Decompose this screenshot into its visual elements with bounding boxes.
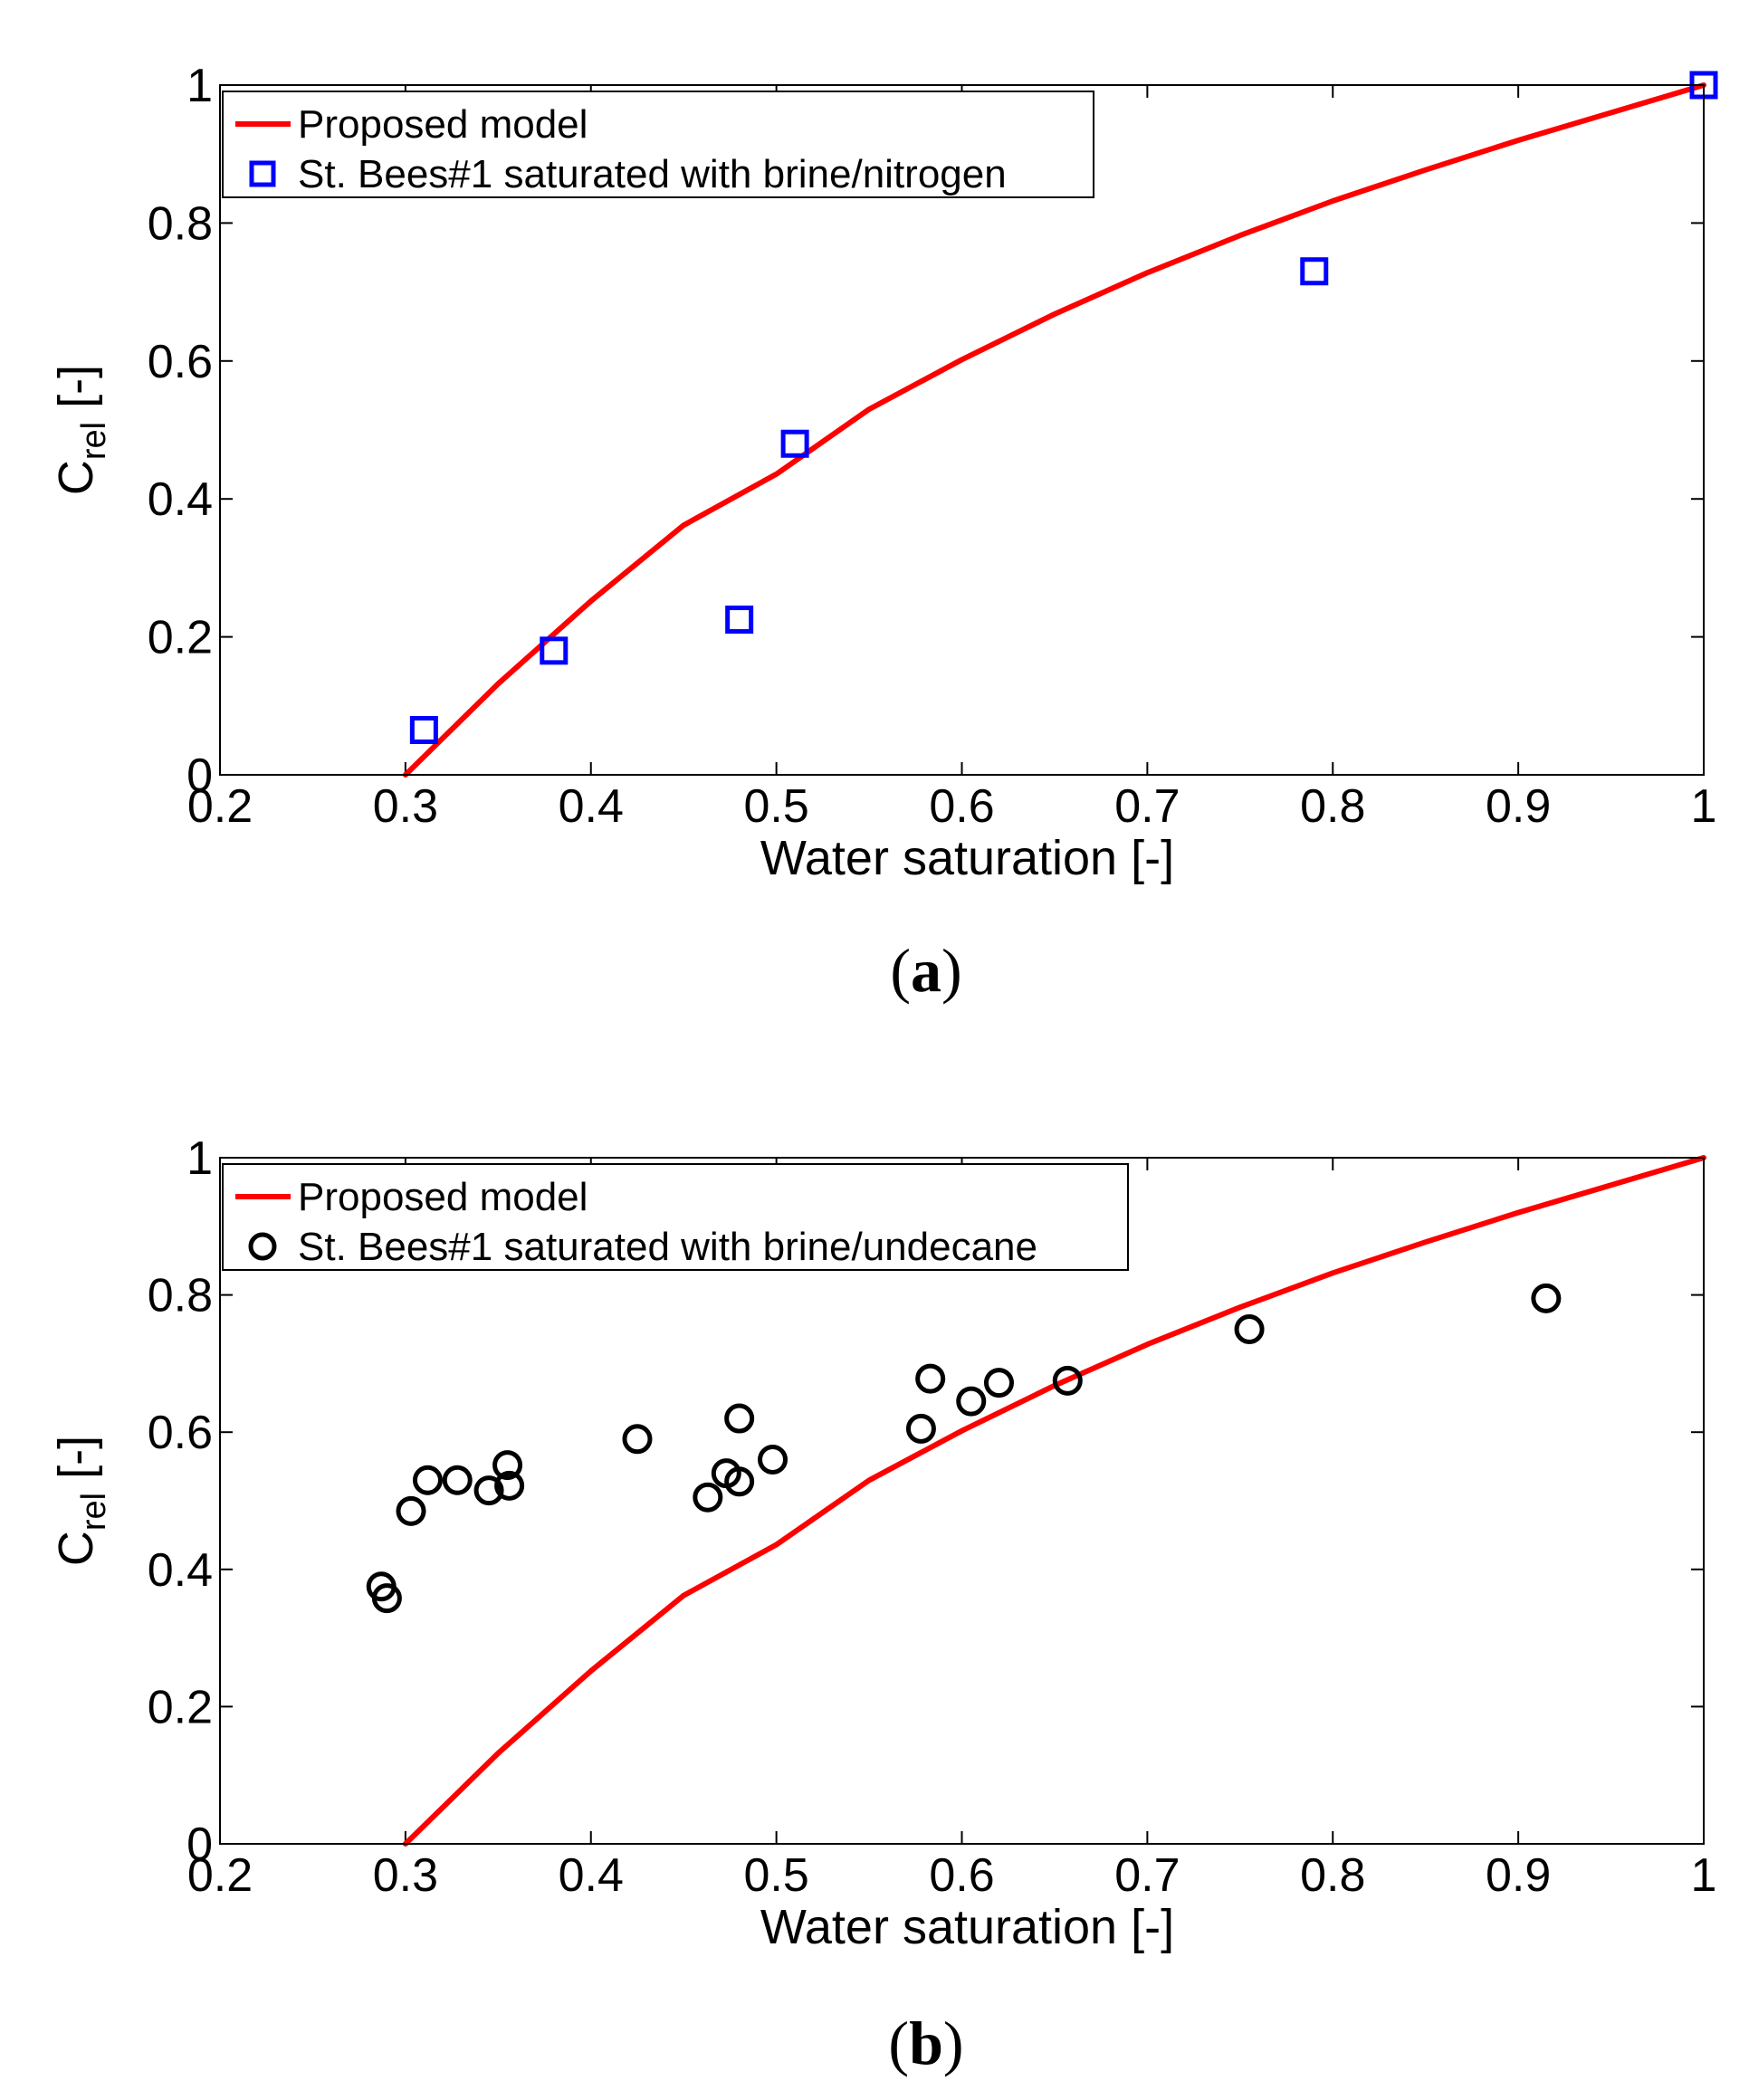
panel-b-y-tick-label-0: 0 <box>186 1818 213 1871</box>
panel-b-x-tick-label-6: 0.8 <box>1300 1849 1365 1902</box>
panel-b-data-point-15 <box>915 1363 946 1394</box>
panel-a-tag: (a) <box>890 936 961 1005</box>
panel-a-tag-letter: a <box>911 936 941 1005</box>
panel-b-y-tick-label-3: 0.6 <box>148 1407 213 1459</box>
panel-b-data-point-13 <box>758 1445 788 1475</box>
panel-a-data-point-3 <box>780 429 809 458</box>
panel-a-ticks: 0.2 0.3 0.4 0.5 0.6 0.7 0.8 0.9 100.20.40.60.81 <box>148 60 1717 833</box>
panel-a-legend-series-label: St. Bees#1 saturated with brine/nitrogen <box>298 152 1007 196</box>
panel-b-y-tick-label-5: 1 <box>186 1132 213 1185</box>
panel-a-x-tick-label-8: 1 <box>1691 780 1717 833</box>
panel-a-legend-box <box>222 91 1094 198</box>
panel-b-y-axis-label-suffix: [-] <box>49 1436 103 1493</box>
panel-a-legend-series-marker <box>249 160 276 187</box>
panel-a-x-tick-label-0: 0.2 <box>187 780 253 833</box>
panel-b-data-point-4 <box>442 1465 473 1495</box>
panel-b-tag-letter: b <box>909 2009 943 2077</box>
panel-a-y-tick-label-4: 0.8 <box>148 197 213 250</box>
panel-b-x-tick-label-8: 1 <box>1691 1849 1717 1902</box>
panel-a-x-tick-label-2: 0.4 <box>559 780 624 833</box>
panel-a-legend-marker-square <box>249 160 276 187</box>
panel-a-y-axis-label: Crel [-] <box>49 365 113 495</box>
panel-a-model-curve <box>402 82 1706 778</box>
panel-a-x-tick-label-5: 0.7 <box>1114 780 1180 833</box>
panel-b-y-tick-label-4: 0.8 <box>148 1270 213 1322</box>
panel-a-x-axis-label: Water saturation [-] <box>760 831 1174 885</box>
panel-b-y-axis-label-main: C <box>49 1531 103 1566</box>
panel-a-y-axis-label-sub: rel <box>75 422 113 460</box>
panel-a-y-tick-label-0: 0 <box>186 749 213 802</box>
panel-b-x-tick-label-4: 0.6 <box>929 1849 994 1902</box>
panel-a-data-point-4 <box>1300 257 1329 286</box>
panel-a-legend-model-label: Proposed model <box>298 102 588 147</box>
panel-a: 0.2 0.3 0.4 0.5 0.6 0.7 0.8 0.9 100.20.40.60.81 … <box>49 60 1718 1005</box>
panel-a-x-tick-label-7: 0.9 <box>1486 780 1551 833</box>
panel-b-data-point-12 <box>724 1403 755 1434</box>
panel-a-model <box>402 82 1706 778</box>
panel-a-y-axis-label-main: C <box>49 460 103 495</box>
panel-b-legend-model-label: Proposed model <box>298 1175 588 1219</box>
panel-a-y-axis-label-suffix: [-] <box>49 365 103 422</box>
panel-b: 0.2 0.3 0.4 0.5 0.6 0.7 0.8 0.9 100.20.40.60.81 … <box>49 1132 1716 2077</box>
panel-b-data-point-1 <box>371 1583 402 1614</box>
panel-b-x-tick-label-1: 0.3 <box>373 1849 438 1902</box>
panel-b-data-point-17 <box>983 1368 1014 1398</box>
panel-b-legend-marker-circle <box>248 1232 277 1261</box>
panel-b-tag: (b) <box>888 2009 963 2077</box>
panel-b-x-axis-label: Water saturation [-] <box>760 1900 1174 1954</box>
panel-b-data-point-5 <box>473 1475 504 1506</box>
panel-b-data-point-3 <box>412 1465 443 1495</box>
panel-b-x-tick-label-0: 0.2 <box>187 1849 253 1902</box>
panel-b-y-axis-label-sub: rel <box>75 1493 113 1531</box>
panel-b-x-tick-label-2: 0.4 <box>559 1849 624 1902</box>
panel-b-data-point-19 <box>1234 1314 1265 1344</box>
panel-a-y-tick-label-3: 0.6 <box>148 336 213 388</box>
panel-a-y-tick-label-5: 1 <box>186 60 213 112</box>
panel-b-x-tick-label-3: 0.5 <box>743 1849 808 1902</box>
panel-a-plot-frame <box>219 84 1705 776</box>
panel-b-x-tick-label-5: 0.7 <box>1114 1849 1180 1902</box>
panel-a-data-point-2 <box>725 606 754 635</box>
panel-a-x-tick-label-3: 0.5 <box>743 780 808 833</box>
panel-a-x-tick-label-1: 0.3 <box>373 780 438 833</box>
panel-b-data-point-14 <box>905 1413 936 1444</box>
panel-b-data-point-9 <box>693 1482 723 1513</box>
panel-a-y-tick-label-2: 0.4 <box>148 473 213 526</box>
panel-b-data-point-6 <box>492 1450 523 1481</box>
panel-b-data-point-7 <box>494 1470 525 1501</box>
panel-a-y-tick-label-1: 0.2 <box>148 612 213 664</box>
panel-b-legend-series-label: St. Bees#1 saturated with brine/undecane <box>298 1225 1037 1269</box>
panel-b-y-tick-label-2: 0.4 <box>148 1544 213 1597</box>
panel-a-legend: Proposed model St. Bees#1 saturated with… <box>222 91 1094 198</box>
panel-b-data-point-16 <box>956 1386 987 1417</box>
panel-b-legend-series-marker <box>248 1232 277 1261</box>
panel-b-data-point-2 <box>396 1495 426 1526</box>
panel-b-y-tick-label-1: 0.2 <box>148 1681 213 1733</box>
panel-b-data-point-11 <box>724 1466 755 1497</box>
panel-b-legend: Proposed model St. Bees#1 saturated with… <box>222 1163 1129 1271</box>
panel-b-y-axis-label: Crel [-] <box>49 1436 113 1566</box>
panel-a-x-tick-label-4: 0.6 <box>929 780 994 833</box>
panel-b-markers <box>366 1283 1562 1614</box>
panel-b-data-point-18 <box>1052 1365 1083 1396</box>
panel-b-data-point-20 <box>1531 1283 1562 1313</box>
panel-a-x-tick-label-6: 0.8 <box>1300 780 1365 833</box>
panel-b-data-point-8 <box>622 1424 653 1455</box>
panel-b-plot-frame <box>219 1157 1705 1845</box>
panel-a-data-point-0 <box>409 715 438 744</box>
panel-b-x-tick-label-7: 0.9 <box>1486 1849 1551 1902</box>
panel-b-legend-box <box>222 1163 1129 1271</box>
panel-a-data-point-1 <box>540 636 569 665</box>
